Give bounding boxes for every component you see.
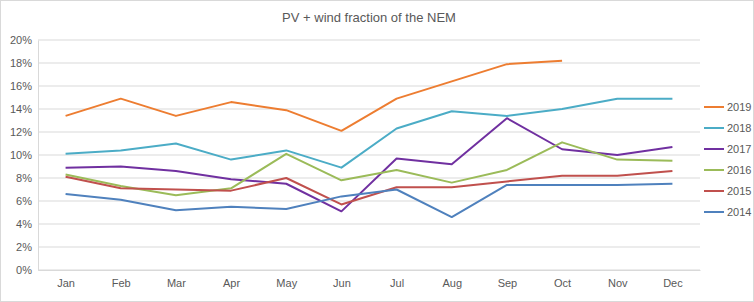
x-tick-label: Apr: [223, 277, 240, 289]
x-tick-label: Jan: [57, 277, 75, 289]
y-tick: 10%: [10, 149, 38, 161]
y-tick: 4%: [16, 218, 38, 230]
x-tick: May: [276, 270, 297, 289]
x-tick-label: Oct: [554, 277, 571, 289]
y-tick-label: 14%: [10, 103, 32, 115]
legend: 2019 2018 2017 2016 2015 2014: [704, 101, 751, 218]
grid-line: [38, 270, 700, 271]
legend-label: 2014: [727, 206, 751, 218]
x-tick-label: Dec: [663, 277, 683, 289]
x-tick: Nov: [608, 270, 628, 289]
x-tick: Jun: [333, 270, 351, 289]
chart-title: PV + wind fraction of the NEM: [282, 10, 456, 25]
legend-label: 2016: [727, 164, 751, 176]
x-tick: Dec: [663, 270, 683, 289]
series-line: [66, 61, 563, 131]
y-tick-label: 0%: [16, 264, 32, 276]
legend-label: 2017: [727, 143, 751, 155]
series-line: [66, 118, 673, 211]
x-tick-label: May: [276, 277, 297, 289]
x-tick-label: Mar: [167, 277, 186, 289]
y-axis-line: [38, 41, 39, 271]
legend-swatch: [704, 169, 724, 171]
y-axis: 0% 2% 4% 6% 8% 10% 12% 14% 16% 18% 20%: [10, 34, 39, 276]
lines: [66, 61, 673, 217]
x-axis: Jan Feb Mar Apr May Jun Jul Aug Sep Oct Nov Dec: [39, 270, 701, 289]
y-tick: 0%: [16, 264, 38, 276]
y-tick: 6%: [16, 195, 38, 207]
grid-line: [38, 224, 700, 225]
grid: [38, 40, 700, 270]
series-line: [66, 142, 673, 195]
x-tick-label: Jun: [333, 277, 351, 289]
x-tick: Jul: [390, 270, 404, 289]
x-tick: Sep: [498, 270, 518, 289]
x-tick: Mar: [167, 270, 186, 289]
x-tick-label: Aug: [442, 277, 462, 289]
x-tick-label: Feb: [112, 277, 131, 289]
y-tick-label: 16%: [10, 80, 32, 92]
legend-label: 2015: [727, 185, 751, 197]
y-tick: 8%: [16, 172, 38, 184]
x-tick: Apr: [223, 270, 240, 289]
grid-line: [38, 247, 700, 248]
x-tick: Oct: [554, 270, 571, 289]
legend-swatch: [704, 106, 724, 108]
grid-line: [38, 132, 700, 133]
series-line: [66, 171, 673, 204]
legend-label: 2018: [727, 122, 751, 134]
x-tick: Feb: [112, 270, 131, 289]
x-axis-line: [39, 270, 701, 271]
grid-line: [38, 178, 700, 179]
grid-line: [38, 63, 700, 64]
legend-label: 2019: [727, 101, 751, 113]
grid-line: [38, 86, 700, 87]
x-tick-label: Sep: [498, 277, 518, 289]
y-tick-label: 2%: [16, 241, 32, 253]
grid-line: [38, 109, 700, 110]
legend-swatch: [704, 211, 724, 213]
y-tick: 16%: [10, 80, 38, 92]
series-line: [66, 99, 673, 168]
y-tick-label: 4%: [16, 218, 32, 230]
y-tick: 20%: [10, 34, 38, 46]
y-tick-label: 10%: [10, 149, 32, 161]
y-tick: 14%: [10, 103, 38, 115]
chart: PV + wind fraction of the NEM 0% 2% 4% 6% 8% 1…: [0, 0, 754, 302]
series-line: [66, 184, 673, 217]
x-tick: Aug: [442, 270, 462, 289]
y-tick-label: 20%: [10, 34, 32, 46]
y-tick-label: 6%: [16, 195, 32, 207]
y-tick: 2%: [16, 241, 38, 253]
x-tick-label: Jul: [390, 277, 404, 289]
y-tick-label: 12%: [10, 126, 32, 138]
y-tick-label: 18%: [10, 57, 32, 69]
grid-line: [38, 201, 700, 202]
legend-swatch: [704, 127, 724, 129]
y-tick: 18%: [10, 57, 38, 69]
x-tick: Jan: [57, 270, 75, 289]
y-tick-label: 8%: [16, 172, 32, 184]
x-tick-label: Nov: [608, 277, 628, 289]
chart-border: [1, 1, 754, 302]
legend-swatch: [704, 190, 724, 192]
grid-line: [38, 40, 700, 41]
y-tick: 12%: [10, 126, 38, 138]
legend-swatch: [704, 148, 724, 150]
